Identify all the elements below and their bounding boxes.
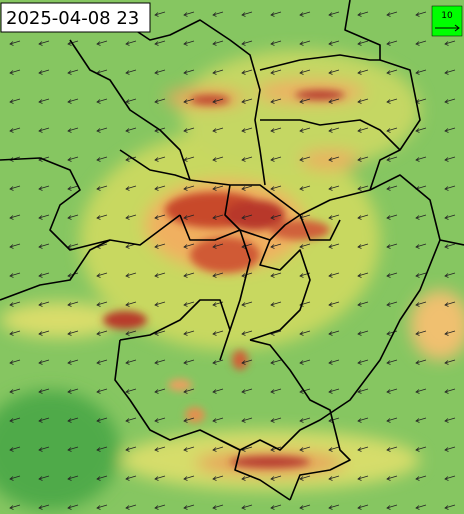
wind-scale-legend: 10	[431, 5, 463, 37]
timestamp-background	[0, 2, 151, 33]
borders	[0, 0, 464, 501]
border	[0, 239, 111, 301]
border	[89, 9, 266, 186]
border	[119, 149, 191, 181]
border	[369, 59, 421, 191]
border	[260, 119, 401, 151]
wind-scale-arrowhead	[454, 24, 460, 32]
border	[224, 184, 301, 241]
border	[69, 39, 441, 451]
border	[259, 54, 380, 71]
timestamp: 2025-04-08 23	[6, 8, 139, 29]
wind-scale-label: 10	[441, 11, 453, 21]
border	[249, 339, 351, 501]
border	[0, 157, 181, 251]
border	[179, 214, 251, 361]
border	[439, 239, 464, 246]
timestamp-box: 2025-04-08 23	[0, 2, 151, 33]
border	[344, 0, 381, 60]
border	[119, 299, 231, 341]
border	[114, 339, 221, 441]
border	[219, 439, 291, 501]
wind-scale-background	[431, 5, 463, 37]
border	[249, 239, 311, 341]
border	[299, 214, 341, 241]
